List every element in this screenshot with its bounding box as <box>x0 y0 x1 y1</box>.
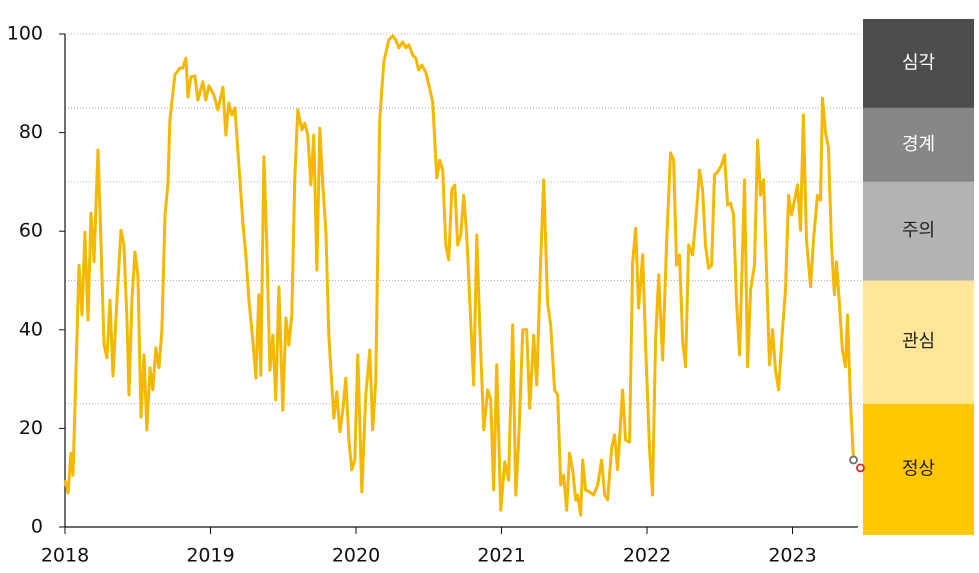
zone-box <box>863 280 974 404</box>
zone-label: 경계 <box>902 134 935 155</box>
zone-box <box>863 403 974 535</box>
x-tick-label: 2021 <box>477 545 525 567</box>
zone-box <box>863 107 974 182</box>
x-tick-label: 2020 <box>332 545 380 567</box>
y-tick-label: 0 <box>31 516 43 538</box>
current-point <box>856 463 865 473</box>
x-tick-label: 2018 <box>41 545 89 567</box>
zone-label: 주의 <box>902 220 935 241</box>
y-tick-label: 60 <box>19 220 43 242</box>
zone-label: 관심 <box>902 331 935 352</box>
series-line <box>63 34 855 517</box>
zone-box <box>863 181 974 281</box>
y-tick-label: 20 <box>19 417 43 439</box>
x-tick-label: 2023 <box>768 545 816 567</box>
y-tick-label: 100 <box>7 23 43 45</box>
zone-label: 심각 <box>902 52 935 73</box>
last-point <box>849 455 858 465</box>
y-tick-label: 40 <box>19 318 43 340</box>
zone-box <box>863 19 974 108</box>
x-tick-label: 2022 <box>623 545 671 567</box>
zone-label: 정상 <box>902 458 935 479</box>
x-tick-label: 2019 <box>186 545 234 567</box>
y-tick-label: 80 <box>19 121 43 143</box>
